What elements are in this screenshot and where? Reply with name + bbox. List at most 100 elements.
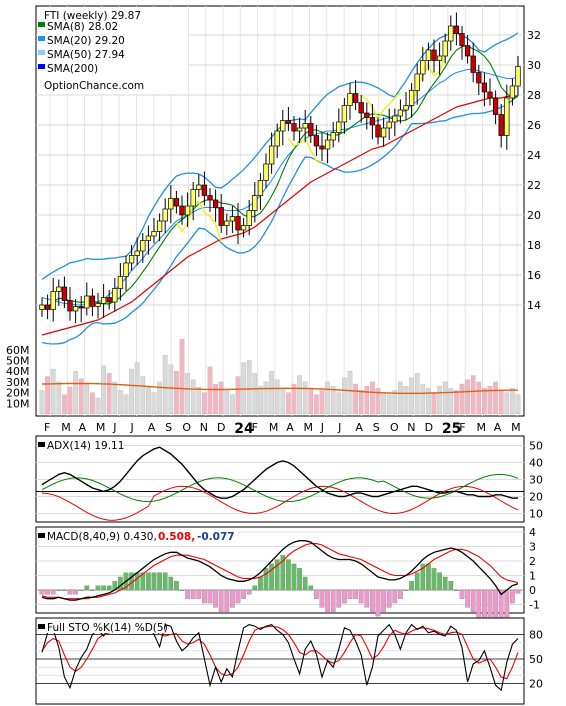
macd-hist-bar [336,589,342,608]
volume-bar [213,383,218,415]
macd-hist-bar [213,589,218,608]
x-tick-label: M [269,421,279,434]
macd-swatch [38,533,45,538]
macd-hist-bar [426,563,431,591]
volume-bar [403,386,409,415]
volume-bar [196,387,202,415]
macd-hist-bar [224,589,230,612]
macd-hist-bar [241,589,246,599]
x-tick-label: N [407,421,415,434]
volume-bar [353,383,358,415]
x-tick-label: S [373,421,380,434]
price-tick-label: 26 [527,119,541,132]
candle-body [106,297,112,303]
volume-bar [207,366,213,415]
macd-tick-label: 1 [529,570,536,583]
volume-bar [386,394,392,415]
candle-body [459,33,465,46]
volume-bar [106,373,112,415]
macd-hist-bar [185,589,190,599]
macd-hist-bar [196,589,202,599]
volume-tick-label: 40M [6,365,30,378]
candle-body [280,120,286,132]
macd-line [41,540,519,601]
candle-body [274,130,280,147]
x-tick-label: F [44,421,50,434]
macd-hist-bar [101,585,106,591]
macd-hist-bar [409,581,414,591]
volume-bar [510,388,515,415]
volume-bar [185,373,190,415]
adx-tick-label: 30 [529,474,543,487]
candle-body [196,184,202,190]
candle-body [296,127,303,132]
volume-bar [263,381,269,415]
macd-hist-bar [73,589,78,595]
volume-bar [459,383,465,415]
candle-body [117,276,124,289]
candle-body [470,55,476,73]
volume-bar [325,381,330,415]
macd-hist-bar [179,589,185,591]
volume-bar [218,381,224,415]
candle-body [112,288,118,303]
volume-bar [146,386,151,415]
macd-hist-bar [403,589,409,591]
candle-body [369,117,376,126]
macd-hist-bar [157,572,162,591]
macd-hist-bar [168,576,174,591]
volume-tick-label: 30M [6,376,30,389]
candle-body [358,102,364,114]
volume-bar [319,390,325,415]
candle-body [481,82,488,93]
candle-body [89,295,96,307]
adx-label-bg [38,438,124,451]
sma50-line [41,95,519,336]
macd-hist-bar [381,589,386,612]
volume-bar [151,392,157,415]
x-tick-label: J [130,421,134,434]
volume-bar [465,379,470,415]
macd-hist-value: -0.077 [197,531,235,543]
x-tick-label: M [304,421,314,434]
price-tick-label: 18 [527,239,541,252]
macd-hist-bar [386,589,392,608]
price-tick-label: 22 [527,179,541,192]
candle-body [515,66,521,87]
price-tick-label: 14 [527,299,541,312]
x-tick-label: A [494,421,502,434]
macd-hist-bar [45,589,50,595]
sto-swatch [38,624,45,629]
macd-hist-bar [325,589,330,612]
macd-tick-label: 0 [529,584,536,597]
candle-body [134,250,140,256]
x-tick-label: O [182,421,191,434]
candle-body [509,85,516,99]
candle-body [436,55,443,61]
macd-hist-bar [420,563,426,591]
volume-average-line [41,382,519,394]
candle-body [246,210,252,226]
macd-hist-bar [398,589,403,599]
volume-bar [358,390,364,415]
macd-hist-bar [190,589,196,599]
adx-tick-label: 50 [529,440,543,453]
x-tick-label: M [96,421,106,434]
legend-swatch-sma8 [38,22,45,27]
candle-body [336,121,342,133]
candle-body [145,235,152,241]
candle-body [319,145,325,150]
price-tick-label: 20 [527,209,541,222]
macd-hist-bar [454,589,459,591]
watermark: OptionChance.com [44,80,144,92]
volume-bar [95,397,101,415]
candle-body [408,90,415,106]
candle-body [291,123,297,132]
volume-tick-label: 20M [6,387,30,400]
macd-signal-value: 0.508, [158,531,195,543]
volume-bar [62,394,67,415]
legend-sma8: SMA(8) 28.02 [47,21,118,33]
macd-hist-bar [448,581,454,591]
parabolic-segment [175,200,222,243]
macd-tick-label: 4 [529,526,536,539]
